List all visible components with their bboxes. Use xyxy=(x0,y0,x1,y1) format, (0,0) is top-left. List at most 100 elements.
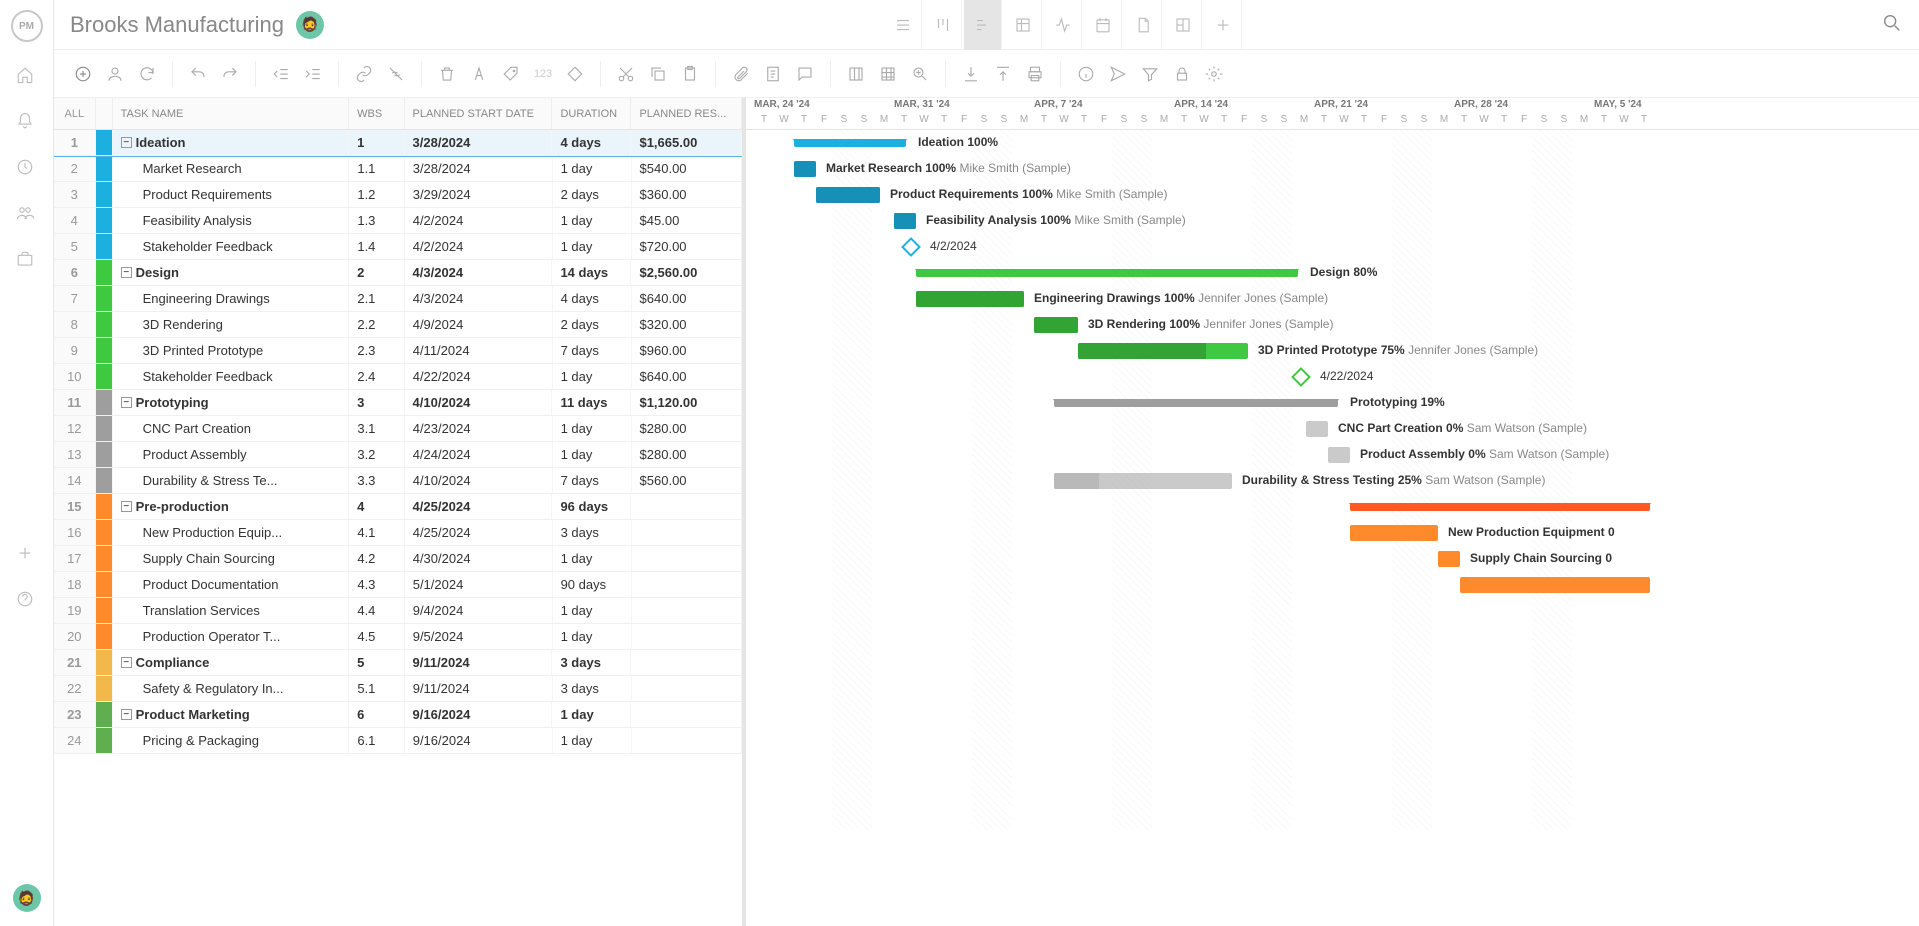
duration-cell[interactable]: 1 day xyxy=(553,624,632,649)
task-name-cell[interactable]: Pricing & Packaging xyxy=(113,728,350,753)
wbs-cell[interactable]: 6.1 xyxy=(349,728,404,753)
row-number[interactable]: 3 xyxy=(54,182,96,207)
wbs-cell[interactable]: 4.1 xyxy=(349,520,404,545)
send-icon[interactable] xyxy=(1105,61,1131,87)
wbs-cell[interactable]: 5.1 xyxy=(349,676,404,701)
start-cell[interactable]: 3/28/2024 xyxy=(405,130,553,155)
row-number[interactable]: 8 xyxy=(54,312,96,337)
row-number[interactable]: 10 xyxy=(54,364,96,389)
attach-icon[interactable] xyxy=(728,61,754,87)
start-cell[interactable]: 9/5/2024 xyxy=(405,624,553,649)
import-icon[interactable] xyxy=(958,61,984,87)
add-icon[interactable] xyxy=(16,544,38,566)
gantt-row[interactable] xyxy=(746,598,1919,624)
duration-cell[interactable]: 1 day xyxy=(553,234,632,259)
task-name-cell[interactable]: Product Assembly xyxy=(113,442,350,467)
gantt-row[interactable]: CNC Part Creation 0% Sam Watson (Sample) xyxy=(746,416,1919,442)
lock-icon[interactable] xyxy=(1169,61,1195,87)
row-number[interactable]: 13 xyxy=(54,442,96,467)
task-bar[interactable] xyxy=(1034,317,1078,333)
gantt-row[interactable]: Feasibility Analysis 100% Mike Smith (Sa… xyxy=(746,208,1919,234)
resource-cell[interactable]: $360.00 xyxy=(632,182,742,207)
duration-cell[interactable]: 3 days xyxy=(552,650,631,675)
task-name-cell[interactable]: 3D Rendering xyxy=(113,312,350,337)
start-cell[interactable]: 4/2/2024 xyxy=(405,208,553,233)
row-number[interactable]: 16 xyxy=(54,520,96,545)
wbs-cell[interactable]: 2.3 xyxy=(349,338,404,363)
resource-cell[interactable]: $640.00 xyxy=(632,364,742,389)
gantt-row[interactable] xyxy=(746,494,1919,520)
duration-cell[interactable]: 96 days xyxy=(552,494,631,519)
duration-cell[interactable]: 1 day xyxy=(553,208,632,233)
duration-cell[interactable]: 7 days xyxy=(553,468,632,493)
task-bar[interactable] xyxy=(1350,525,1438,541)
row-number[interactable]: 12 xyxy=(54,416,96,441)
resource-cell[interactable]: $720.00 xyxy=(632,234,742,259)
start-cell[interactable]: 9/16/2024 xyxy=(405,728,553,753)
duration-cell[interactable]: 11 days xyxy=(552,390,631,415)
task-row[interactable]: 17 Supply Chain Sourcing 4.2 4/30/2024 1… xyxy=(54,546,742,572)
undo-icon[interactable] xyxy=(185,61,211,87)
duration-cell[interactable]: 7 days xyxy=(553,338,632,363)
expand-icon[interactable]: − xyxy=(121,709,132,720)
row-number[interactable]: 6 xyxy=(54,260,96,285)
gantt-row[interactable] xyxy=(746,728,1919,754)
summary-bar[interactable] xyxy=(1350,503,1650,511)
task-row[interactable]: 1 −Ideation 1 3/28/2024 4 days $1,665.00 xyxy=(54,130,742,156)
task-row[interactable]: 19 Translation Services 4.4 9/4/2024 1 d… xyxy=(54,598,742,624)
task-name-cell[interactable]: CNC Part Creation xyxy=(113,416,350,441)
bell-icon[interactable] xyxy=(16,112,38,134)
gantt-row[interactable]: 4/22/2024 xyxy=(746,364,1919,390)
indent-icon[interactable] xyxy=(300,61,326,87)
task-name-cell[interactable]: Market Research xyxy=(113,156,350,181)
task-row[interactable]: 18 Product Documentation 4.3 5/1/2024 90… xyxy=(54,572,742,598)
row-number[interactable]: 14 xyxy=(54,468,96,493)
redo-icon[interactable] xyxy=(217,61,243,87)
start-cell[interactable]: 3/28/2024 xyxy=(405,156,553,181)
wbs-cell[interactable]: 3.1 xyxy=(349,416,404,441)
resource-cell[interactable] xyxy=(632,520,742,545)
row-number[interactable]: 19 xyxy=(54,598,96,623)
resource-cell[interactable]: $280.00 xyxy=(632,416,742,441)
duration-cell[interactable]: 3 days xyxy=(553,520,632,545)
start-cell[interactable]: 4/10/2024 xyxy=(405,468,553,493)
gantt-row[interactable] xyxy=(746,702,1919,728)
milestone-icon[interactable] xyxy=(1291,367,1311,387)
expand-icon[interactable]: − xyxy=(121,501,132,512)
expand-icon[interactable]: − xyxy=(121,267,132,278)
start-cell[interactable]: 4/30/2024 xyxy=(405,546,553,571)
duration-cell[interactable]: 2 days xyxy=(553,182,632,207)
duration-cell[interactable]: 4 days xyxy=(552,130,631,155)
task-name-cell[interactable]: −Ideation xyxy=(113,130,350,155)
task-row[interactable]: 11 −Prototyping 3 4/10/2024 11 days $1,1… xyxy=(54,390,742,416)
wbs-cell[interactable]: 4.3 xyxy=(349,572,404,597)
resource-cell[interactable]: $280.00 xyxy=(632,442,742,467)
row-number[interactable]: 2 xyxy=(54,156,96,181)
gantt-row[interactable]: Product Assembly 0% Sam Watson (Sample) xyxy=(746,442,1919,468)
task-row[interactable]: 22 Safety & Regulatory In... 5.1 9/11/20… xyxy=(54,676,742,702)
file-view-icon[interactable] xyxy=(1124,0,1162,50)
start-cell[interactable]: 9/11/2024 xyxy=(405,676,553,701)
gantt-row[interactable] xyxy=(746,572,1919,598)
task-name-cell[interactable]: −Product Marketing xyxy=(113,702,350,727)
resource-cell[interactable] xyxy=(632,572,742,597)
task-bar[interactable] xyxy=(794,161,816,177)
team-icon[interactable] xyxy=(16,204,38,226)
row-number[interactable]: 20 xyxy=(54,624,96,649)
resource-cell[interactable]: $45.00 xyxy=(632,208,742,233)
wbs-cell[interactable]: 4.5 xyxy=(349,624,404,649)
start-cell[interactable]: 4/2/2024 xyxy=(405,234,553,259)
home-icon[interactable] xyxy=(16,66,38,88)
gantt-row[interactable]: Market Research 100% Mike Smith (Sample) xyxy=(746,156,1919,182)
summary-bar[interactable] xyxy=(794,139,906,147)
wbs-cell[interactable]: 3 xyxy=(349,390,404,415)
task-name-cell[interactable]: Stakeholder Feedback xyxy=(113,364,350,389)
wbs-cell[interactable]: 1.1 xyxy=(349,156,404,181)
gantt-chart[interactable]: MAR, 24 '24MAR, 31 '24APR, 7 '24APR, 14 … xyxy=(746,98,1919,926)
gantt-row[interactable]: 3D Printed Prototype 75% Jennifer Jones … xyxy=(746,338,1919,364)
task-row[interactable]: 8 3D Rendering 2.2 4/9/2024 2 days $320.… xyxy=(54,312,742,338)
task-row[interactable]: 12 CNC Part Creation 3.1 4/23/2024 1 day… xyxy=(54,416,742,442)
user-avatar[interactable]: 🧔 xyxy=(13,884,41,912)
resource-cell[interactable]: $2,560.00 xyxy=(631,260,742,285)
expand-icon[interactable]: − xyxy=(121,657,132,668)
